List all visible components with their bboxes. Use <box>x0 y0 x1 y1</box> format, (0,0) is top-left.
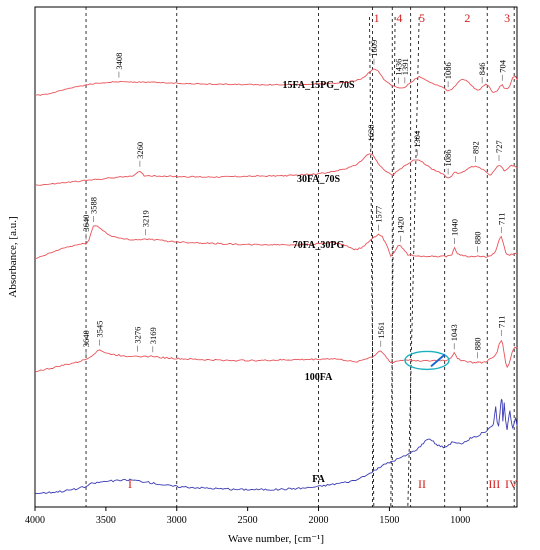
x-tick-label-4000: 4000 <box>25 515 45 526</box>
series-label-15FA_15PG_70S: 15FA_15PG_70S <box>283 80 355 91</box>
series-label-FA: FA <box>312 474 325 485</box>
peak-label-30FA_70S-1630: 1630 <box>366 125 376 142</box>
highlight-ellipse <box>404 350 450 371</box>
peak-label-100FA-1043: 1043 <box>449 324 459 341</box>
peak-label-15FA_15PG_70S-846: 846 <box>477 62 487 75</box>
peak-label-70FA_30PG-1040: 1040 <box>450 219 460 236</box>
peak-label-30FA_70S-727: 727 <box>494 140 504 153</box>
peak-label-100FA-711: 711 <box>496 316 506 328</box>
region-number-1: 1 <box>374 11 380 25</box>
region-number-5: 5 <box>419 11 425 25</box>
peak-label-15FA_15PG_70S-1609: 1609 <box>369 40 379 57</box>
x-axis: 4000 3500 3000 2500 2000 1500 1000 <box>25 507 470 526</box>
series-label-30FA_70S: 30FA_70S <box>297 174 341 185</box>
peak-label-30FA_70S-3260: 3260 <box>135 142 145 159</box>
peak-label-70FA_30PG-1420: 1420 <box>396 217 406 234</box>
peak-label-100FA-880: 880 <box>472 337 482 350</box>
series-label-100FA: 100FA <box>305 372 333 383</box>
peak-label-70FA_30PG-3588: 3588 <box>88 197 98 214</box>
series-line-70FA_30PG <box>34 225 518 259</box>
region-number-3: 3 <box>504 11 510 25</box>
peak-label-15FA_15PG_70S-1086: 1086 <box>443 62 453 79</box>
peak-label-100FA-3276: 3276 <box>133 327 143 344</box>
x-tick-label-3500: 3500 <box>96 515 116 526</box>
x-tick-label-1500: 1500 <box>379 515 399 526</box>
highlight-arrow <box>430 353 446 368</box>
peak-label-15FA_15PG_70S-704: 704 <box>497 59 507 73</box>
region-labels: 1 4 5 2 3I II III IV <box>128 11 518 491</box>
plot-frame <box>34 6 518 508</box>
series-line-15FA_15PG_70S <box>34 68 518 96</box>
slanted-dashed-line-1 <box>369 16 375 508</box>
series-line-30FA_70S <box>34 153 518 186</box>
series-line-FA <box>34 398 518 495</box>
peak-label-30FA_70S-1086: 1086 <box>443 149 453 166</box>
x-tick-label-2500: 2500 <box>238 515 258 526</box>
series-label-70FA_30PG: 70FA_30PG <box>293 240 345 251</box>
peak-label-70FA_30PG-3219: 3219 <box>141 210 151 227</box>
peak-label-100FA-3169: 3169 <box>148 327 158 344</box>
region-number-4: 4 <box>396 11 402 25</box>
roman-region-IV: IV <box>505 477 518 491</box>
peak-label-70FA_30PG-711: 711 <box>496 213 506 225</box>
peak-label-15FA_15PG_70S-1391: 1391 <box>400 58 410 75</box>
roman-region-III: III <box>488 477 500 491</box>
region-marker <box>404 350 450 371</box>
x-axis-label: Wave number, [cm⁻¹] <box>228 533 324 545</box>
peak-label-100FA-3640: 3640 <box>81 330 91 347</box>
peak-label-70FA_30PG-1577: 1577 <box>373 206 383 223</box>
spectra-series <box>34 68 518 495</box>
peak-label-15FA_15PG_70S-3408: 3408 <box>114 53 124 70</box>
peak-label-70FA_30PG-880: 880 <box>472 232 482 245</box>
y-axis-label: Absorbance, [a.u.] <box>7 216 19 297</box>
x-tick-label-3000: 3000 <box>167 515 187 526</box>
roman-region-I: I <box>128 477 132 491</box>
x-tick-label-2000: 2000 <box>309 515 329 526</box>
region-number-2: 2 <box>464 11 470 25</box>
x-tick-label-1000: 1000 <box>450 515 470 526</box>
peak-label-70FA_30PG-3640: 3640 <box>81 215 91 232</box>
peak-label-100FA-1561: 1561 <box>376 322 386 339</box>
peak-label-30FA_70S-1304: 1304 <box>412 130 422 148</box>
roman-region-II: II <box>418 477 426 491</box>
peak-label-30FA_70S-892: 892 <box>471 141 481 154</box>
peak-label-100FA-3545: 3545 <box>95 321 105 338</box>
peak-labels: 15FA_15PG_70S 30FA_70S 70FA_30PG 100FA FA 340… <box>81 40 507 485</box>
peak-label-15FA_15PG_70S-1436: 1436 <box>393 59 403 76</box>
slanted-dashed-line-2 <box>390 16 396 508</box>
series-line-100FA <box>34 339 518 373</box>
slanted-dashed-line-3 <box>407 16 420 508</box>
